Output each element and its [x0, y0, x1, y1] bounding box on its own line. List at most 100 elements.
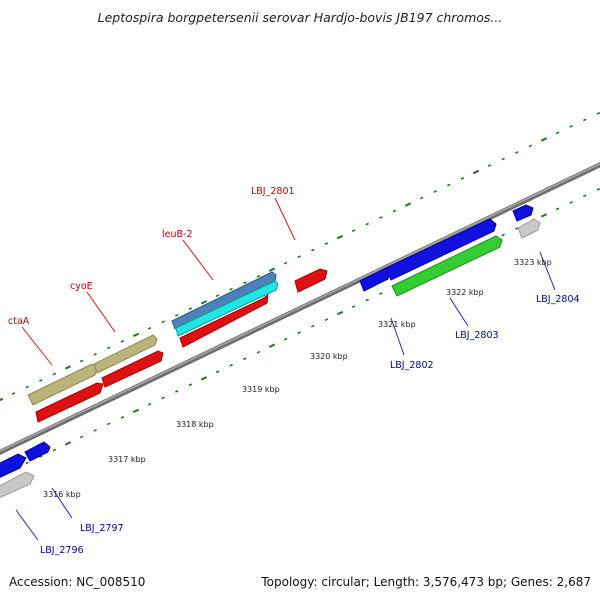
lower-row-tick [107, 422, 111, 426]
label-LBJ_2801[interactable]: LBJ_2801 [251, 186, 295, 197]
label-leuB-2[interactable]: leuB-2 [162, 229, 193, 240]
callout-ctaA [21, 326, 53, 366]
label-LBJ_2802[interactable]: LBJ_2802 [390, 360, 434, 371]
lower-row-tick [147, 402, 152, 406]
accession-text: Accession: NC_008510 [9, 575, 146, 589]
upper-row-tick [0, 397, 4, 402]
upper-row-tick [175, 313, 179, 317]
upper-row-tick [147, 326, 152, 330]
topology-summary: Topology: circular; Length: 3,576,473 bp… [261, 575, 591, 589]
lower-row-tick [297, 331, 301, 335]
upper-row-tick [52, 372, 57, 376]
label-LBJ_2803[interactable]: LBJ_2803 [455, 330, 499, 341]
upper-row-tick [596, 111, 600, 115]
callout-cyoE [86, 291, 116, 333]
upper-row-tick [64, 365, 72, 370]
callout-LBJ_2804 [539, 251, 556, 291]
gene-leuB-2[interactable] [171, 271, 279, 348]
upper-row-tick [25, 385, 29, 389]
callout-LBJ_2797 [51, 487, 73, 519]
lower-row-tick [365, 298, 369, 302]
lower-row-tick [596, 187, 600, 191]
genome-backbone-highlight [0, 162, 600, 453]
upper-row-tick [297, 255, 301, 259]
lower-row-tick [188, 383, 193, 387]
upper-row-tick [243, 281, 247, 285]
lower-row-tick [268, 343, 276, 348]
gene-LBJ_2802[interactable] [359, 218, 497, 292]
gene-LBJ_2804[interactable] [512, 204, 541, 239]
scale-label-3322: 3322 kbp [446, 288, 484, 297]
lower-row-tick [132, 408, 140, 414]
label-cyoE[interactable]: cyoE [70, 281, 93, 292]
upper-row-tick [161, 320, 165, 324]
upper-row-tick [433, 190, 437, 193]
lower-row-tick [555, 207, 560, 211]
lower-row-tick [540, 213, 548, 218]
lower-row-tick [175, 389, 179, 393]
upper-row-tick [540, 137, 548, 142]
upper-row-tick [79, 359, 84, 363]
upper-row-tick [107, 346, 111, 350]
upper-row-tick [311, 248, 315, 252]
callout-LBJ_2796 [15, 509, 39, 541]
upper-row-tick [132, 332, 140, 338]
lower-row-tick [379, 292, 383, 295]
upper-row-tick [569, 124, 573, 128]
lower-row-tick [243, 357, 247, 361]
upper-row-tick [419, 196, 424, 200]
gene-cyoE[interactable] [93, 334, 164, 388]
lower-row-tick [64, 441, 72, 446]
scale-label-3318: 3318 kbp [176, 420, 214, 429]
upper-row-tick [39, 379, 43, 382]
lower-row-tick [336, 310, 344, 316]
gene-ctaA[interactable] [27, 363, 104, 423]
upper-row-tick [528, 144, 533, 148]
lower-row-tick [351, 305, 356, 309]
label-ctaA[interactable]: ctaA [8, 316, 30, 327]
gene-LBJ_2801[interactable] [294, 268, 328, 293]
upper-row-tick [215, 294, 220, 298]
label-LBJ_2804[interactable]: LBJ_2804 [536, 294, 580, 305]
upper-row-tick [200, 300, 208, 305]
lower-row-tick [501, 233, 505, 237]
callout-LBJ_2801 [274, 197, 296, 241]
upper-row-tick [487, 164, 492, 167]
upper-row-tick [188, 307, 193, 311]
lower-row-tick [79, 435, 84, 439]
upper-row-tick [460, 177, 465, 180]
upper-row-tick [283, 261, 288, 265]
callout-leuB-2 [182, 239, 214, 281]
label-LBJ_2797[interactable]: LBJ_2797 [80, 523, 124, 534]
upper-row-tick [256, 274, 261, 278]
genome-backbone [0, 162, 600, 455]
upper-row-tick [501, 157, 505, 161]
upper-row-tick [392, 209, 397, 213]
lower-row-tick [25, 461, 29, 465]
scale-label-3323: 3323 kbp [514, 258, 552, 267]
upper-row-tick [515, 151, 519, 154]
lower-row-tick [39, 455, 43, 458]
lower-row-tick [569, 200, 573, 204]
upper-row-tick [336, 234, 344, 240]
lower-row-tick [200, 376, 208, 381]
lower-row-tick [324, 318, 329, 322]
upper-row-tick [351, 229, 356, 233]
scale-label-3320: 3320 kbp [310, 352, 348, 361]
lower-row-tick [120, 415, 125, 419]
lower-tick-row [0, 187, 600, 478]
upper-row-tick [583, 118, 587, 122]
gene-LBJ_2796[interactable] [0, 453, 35, 502]
lower-row-tick [283, 337, 288, 341]
scale-label-3316: 3316 kbp [43, 490, 81, 499]
gene-LBJ_2803[interactable] [391, 235, 503, 297]
lower-row-tick [583, 194, 587, 198]
upper-row-tick [93, 352, 97, 356]
label-LBJ_2796[interactable]: LBJ_2796 [40, 545, 84, 556]
lower-row-tick [52, 448, 57, 452]
upper-row-tick [379, 216, 383, 219]
callout-LBJ_2802 [390, 317, 405, 356]
upper-row-tick [324, 242, 329, 246]
gene-LBJ_2797[interactable] [24, 441, 51, 462]
